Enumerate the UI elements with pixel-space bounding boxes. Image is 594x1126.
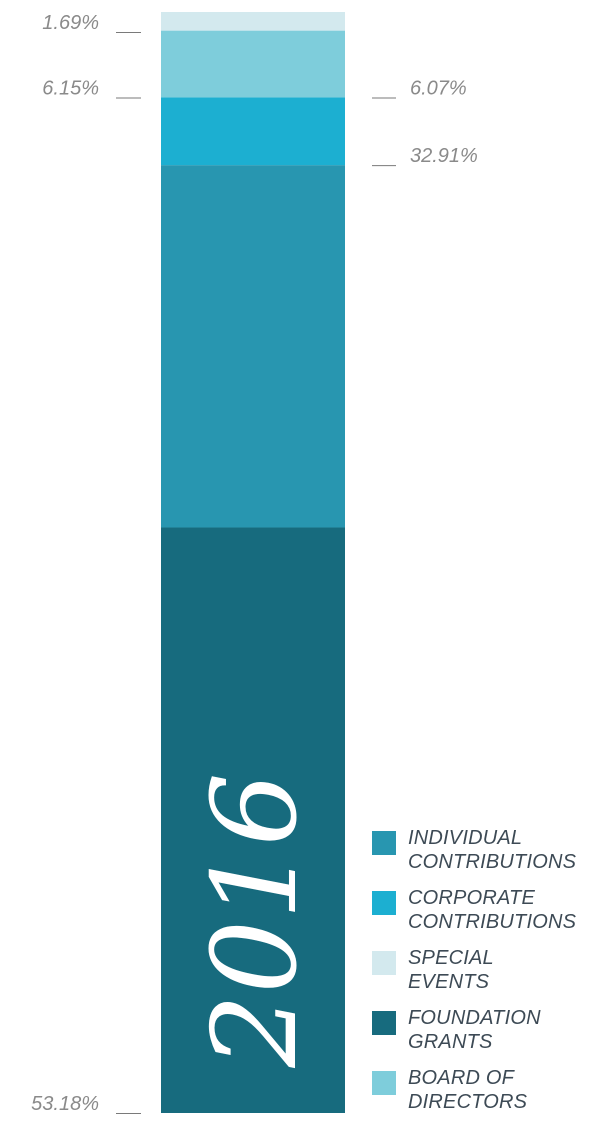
bar-segment-board-of-directors [161,30,345,98]
legend-item-board-of-directors: BOARD OF DIRECTORS [372,1066,594,1126]
legend-item-special-events: SPECIAL EVENTS [372,946,594,1006]
bar-segment-foundation-grants [161,527,345,1113]
value-label-foundation-grants: 53.18% [31,1093,99,1115]
legend-label-line1: CORPORATE [408,887,535,909]
legend-label-line1: BOARD OF [408,1067,515,1089]
legend-swatch [372,951,396,975]
legend-label-line2: CONTRIBUTIONS [408,851,577,873]
legend-swatch [372,831,396,855]
legend-label: INDIVIDUAL CONTRIBUTIONS [408,826,594,874]
legend-item-foundation-grants: FOUNDATION GRANTS [372,1006,594,1066]
legend-item-corporate-contributions: CORPORATE CONTRIBUTIONS [372,886,594,946]
legend-swatch [372,1011,396,1035]
legend-label-line2: CONTRIBUTIONS [408,911,577,933]
legend-swatch [372,1071,396,1095]
legend-label-line2: DIRECTORS [408,1091,528,1113]
legend-label: FOUNDATION GRANTS [408,1006,594,1054]
bar-segment-individual-contributions [161,165,345,528]
legend-label-line2: GRANTS [408,1031,493,1053]
legend-swatch [372,891,396,915]
value-label-special-events: 1.69% [42,12,99,34]
legend-label: BOARD OF DIRECTORS [408,1066,594,1114]
year-label: 2016 [188,772,323,1068]
legend: INDIVIDUAL CONTRIBUTIONS CORPORATE CONTR… [372,826,594,1126]
bar-segment-corporate-contributions [161,97,345,166]
legend-label-line2: EVENTS [408,971,490,993]
stacked-bar [161,12,345,1113]
legend-label-line1: FOUNDATION [408,1007,541,1029]
legend-label: SPECIAL EVENTS [408,946,594,994]
value-label-board-of-directors: 6.07% [410,77,467,99]
legend-item-individual-contributions: INDIVIDUAL CONTRIBUTIONS [372,826,594,886]
legend-label-line1: SPECIAL [408,947,494,969]
legend-label-line1: INDIVIDUAL [408,827,523,849]
value-label-corporate-contributions: 6.15% [42,77,99,99]
value-label-individual-contributions: 32.91% [410,145,478,167]
legend-label: CORPORATE CONTRIBUTIONS [408,886,594,934]
value-labels: 53.18% 32.91% 6.15% 6.07% 1.69% [31,12,478,1115]
bar-segment-special-events [161,12,345,31]
